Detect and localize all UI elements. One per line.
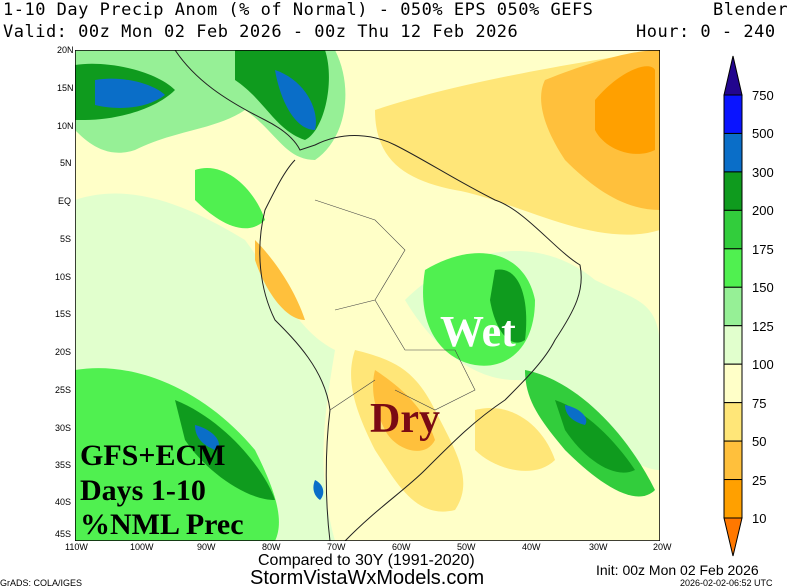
colorbar-label: 150 xyxy=(752,280,774,295)
map-plot xyxy=(75,50,660,541)
blender-label: Blender xyxy=(713,0,789,20)
colorbar-label: 50 xyxy=(752,434,767,449)
dry-annotation: Dry xyxy=(370,396,440,442)
days-annotation: Days 1-10 xyxy=(80,474,206,507)
lat-tick: 5S xyxy=(60,234,72,244)
lon-tick: 70W xyxy=(327,542,346,552)
lon-tick: 50W xyxy=(457,542,476,552)
colorbar-max-triangle xyxy=(723,55,743,96)
colorbar-segment-150_175 xyxy=(723,248,743,288)
colorbar-label: 10 xyxy=(752,511,767,526)
lat-tick: 20N xyxy=(57,45,74,55)
anomaly-region-wet-equatorial xyxy=(195,168,265,229)
colorbar-label: 175 xyxy=(752,242,774,257)
anomaly-region-peru-dry xyxy=(255,240,305,320)
lat-tick: 35S xyxy=(55,460,72,470)
colorbar-label: 25 xyxy=(752,473,767,488)
colorbar-segment-75_100 xyxy=(723,363,743,404)
render-timestamp: 2026-02-02-06:52 UTC xyxy=(680,578,773,588)
colorbar-segment-25_50 xyxy=(723,440,743,481)
anomaly-region-wet-brazil-core xyxy=(490,269,527,343)
nml-annotation: %NML Prec xyxy=(80,508,244,541)
colorbar-segment-200_300 xyxy=(723,171,743,211)
lat-tick: 30S xyxy=(55,423,72,433)
models-annotation: GFS+ECM xyxy=(80,439,226,472)
lon-tick: 40W xyxy=(522,542,541,552)
colorbar-segment-100_125 xyxy=(723,325,743,365)
lat-tick: 45S xyxy=(55,529,72,539)
anomaly-region-atlantic-max xyxy=(565,405,587,425)
lat-tick: 10N xyxy=(57,121,74,131)
anomaly-region-wet-pacific xyxy=(75,368,279,541)
site-name: StormVistaWxModels.com xyxy=(250,567,485,588)
anomaly-region-caribbean-max xyxy=(95,70,316,130)
lon-tick: 100W xyxy=(130,542,154,552)
colorbar-label: 75 xyxy=(752,396,767,411)
lon-tick: 90W xyxy=(197,542,216,552)
colorbar-label: 125 xyxy=(752,319,774,334)
colorbar-segment-50_75 xyxy=(723,402,743,442)
lat-tick: 25S xyxy=(55,385,72,395)
lat-tick: 10S xyxy=(55,272,72,282)
lon-tick: 30W xyxy=(589,542,608,552)
lat-tick: 15N xyxy=(57,83,74,93)
lon-tick: 60W xyxy=(392,542,411,552)
anomaly-region-pacific-max xyxy=(195,425,324,500)
colorbar-segment-500_750 xyxy=(723,94,743,134)
country-borders xyxy=(314,199,476,411)
anomaly-region-wet-caribbean-core xyxy=(75,50,329,140)
colorbar-label: 750 xyxy=(752,88,774,103)
lat-tick: EQ xyxy=(58,196,72,206)
colorbar-label: 300 xyxy=(752,165,774,180)
colorbar-label: 200 xyxy=(752,203,774,218)
map-title: 1-10 Day Precip Anom (% of Normal) - 050… xyxy=(3,0,594,20)
coastline xyxy=(174,50,582,541)
anomaly-region-dry-east xyxy=(475,408,555,471)
lat-tick: 15S xyxy=(55,309,72,319)
climatology-note: Compared to 30Y (1991-2020) xyxy=(258,552,475,569)
init-time: Init: 00z Mon 02 Feb 2026 xyxy=(596,562,759,578)
anomaly-region-wet-pacific-core xyxy=(175,400,275,500)
lat-tick: 20S xyxy=(55,347,72,357)
wet-annotation: Wet xyxy=(440,307,516,356)
lat-tick: 5N xyxy=(60,158,72,168)
colorbar-segment-175_200 xyxy=(723,209,743,250)
colorbar-min-triangle xyxy=(723,517,743,557)
anomaly-region-dry-south-core xyxy=(373,370,435,451)
lon-tick: 20W xyxy=(653,542,672,552)
lon-tick: 110W xyxy=(65,542,88,552)
colorbar-segment-125_150 xyxy=(723,286,743,327)
lon-tick: 80W xyxy=(262,542,281,552)
colorbar-segment-10_25 xyxy=(723,479,743,519)
colorbar-label: 500 xyxy=(752,126,774,141)
colorbar xyxy=(723,55,743,557)
anomaly-region-dark-orange xyxy=(595,66,655,154)
lat-tick: 40S xyxy=(55,497,72,507)
grads-credit: GrADS: COLA/IGES xyxy=(0,578,83,588)
valid-period: Valid: 00z Mon 02 Feb 2026 - 00z Thu 12 … xyxy=(3,22,519,42)
colorbar-label: 100 xyxy=(752,357,774,372)
hour-range: Hour: 0 - 240 xyxy=(636,22,776,42)
colorbar-segment-300_500 xyxy=(723,132,743,173)
